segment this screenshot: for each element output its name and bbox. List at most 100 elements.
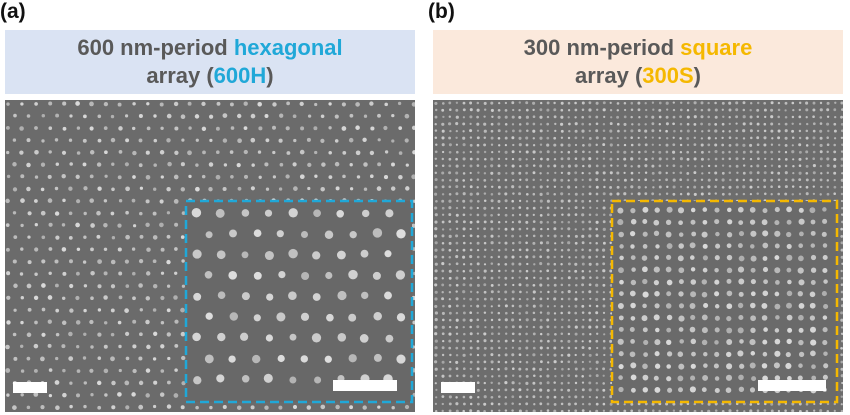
nanoparticle <box>441 277 444 280</box>
nanoparticle <box>320 138 325 143</box>
title-text: array ( <box>575 63 643 88</box>
nanoparticle <box>223 163 228 167</box>
sem-image <box>5 100 415 412</box>
nanoparticle <box>383 175 389 180</box>
nanoparticle <box>665 409 669 412</box>
nanoparticle <box>462 157 466 161</box>
nanoparticle <box>97 308 102 312</box>
nanoparticle <box>546 157 550 161</box>
nanoparticle <box>61 344 66 349</box>
nanoparticle <box>193 292 202 301</box>
nanoparticle <box>546 255 550 259</box>
nanoparticle <box>840 374 843 378</box>
nanoparticle <box>498 241 501 245</box>
nanoparticle <box>630 208 636 214</box>
nanoparticle <box>229 229 237 238</box>
nanoparticle <box>476 206 479 210</box>
nanoparticle <box>153 138 158 143</box>
nanoparticle <box>721 410 725 412</box>
nanoparticle <box>497 108 501 112</box>
nanoparticle <box>638 116 641 119</box>
nanoparticle <box>518 325 522 329</box>
nanoparticle <box>370 126 375 131</box>
nanoparticle <box>40 187 45 192</box>
nanoparticle <box>609 157 613 161</box>
nanoparticle <box>152 259 157 264</box>
nanoparticle <box>819 143 823 147</box>
nanoparticle <box>118 344 122 349</box>
nanoparticle <box>525 255 529 259</box>
nanoparticle <box>476 291 479 294</box>
nanoparticle <box>713 363 719 369</box>
nanoparticle <box>518 101 521 104</box>
nanoparticle <box>525 241 528 245</box>
nanoparticle <box>205 231 213 239</box>
nanoparticle <box>737 206 744 213</box>
nanoparticle <box>554 248 557 251</box>
nanoparticle <box>532 144 536 147</box>
nanoparticle <box>405 186 410 191</box>
nanoparticle <box>455 129 458 133</box>
nanoparticle <box>434 129 438 132</box>
nanoparticle <box>581 206 585 209</box>
nanoparticle <box>567 319 571 322</box>
nanoparticle <box>216 250 226 260</box>
nanoparticle <box>726 267 733 274</box>
nanoparticle <box>159 199 164 204</box>
nanoparticle <box>20 369 25 373</box>
nanoparticle <box>652 108 655 111</box>
nanoparticle <box>672 171 675 175</box>
nanoparticle <box>603 185 606 189</box>
nanoparticle <box>819 136 823 140</box>
nanoparticle <box>390 186 396 191</box>
nanoparticle <box>540 353 543 357</box>
nanoparticle <box>567 234 571 238</box>
nanoparticle <box>588 340 592 343</box>
nanoparticle <box>638 157 641 160</box>
nanoparticle <box>504 241 508 245</box>
nanoparticle <box>791 101 795 105</box>
nanoparticle <box>786 206 792 213</box>
nanoparticle <box>588 248 592 252</box>
nanoparticle <box>546 283 550 287</box>
nanoparticle <box>533 403 536 406</box>
nanoparticle <box>553 360 557 364</box>
nanoparticle <box>728 150 731 154</box>
nanoparticle <box>791 402 795 406</box>
nanoparticle <box>560 305 564 308</box>
nanoparticle <box>335 404 340 410</box>
nanoparticle <box>581 395 585 399</box>
nanoparticle <box>497 276 501 279</box>
nanoparticle <box>567 276 571 280</box>
nanoparticle <box>798 136 802 140</box>
nanoparticle <box>595 213 599 217</box>
nanoparticle <box>456 374 459 378</box>
nanoparticle <box>798 101 802 105</box>
nanoparticle <box>491 367 494 371</box>
nanoparticle <box>735 143 739 147</box>
nanoparticle <box>595 185 599 189</box>
nanoparticle <box>771 137 774 140</box>
nanoparticle <box>511 360 515 364</box>
nanoparticle <box>822 374 828 380</box>
nanoparticle <box>574 157 578 160</box>
nanoparticle <box>595 115 599 119</box>
nanoparticle <box>735 164 739 168</box>
nanoparticle <box>581 346 585 350</box>
nanoparticle <box>82 138 87 143</box>
nanoparticle <box>714 129 718 133</box>
nanoparticle <box>243 149 248 155</box>
nanoparticle <box>546 368 549 371</box>
nanoparticle <box>397 101 402 106</box>
nanoparticle <box>355 102 360 107</box>
nanoparticle <box>595 367 599 371</box>
nanoparticle <box>362 405 367 410</box>
nanoparticle <box>476 353 480 357</box>
nanoparticle <box>448 234 452 238</box>
nanoparticle <box>602 297 606 301</box>
nanoparticle <box>665 219 672 225</box>
nanoparticle <box>335 186 340 191</box>
nanoparticle <box>490 325 494 329</box>
nanoparticle <box>539 172 542 175</box>
nanoparticle <box>455 255 459 259</box>
